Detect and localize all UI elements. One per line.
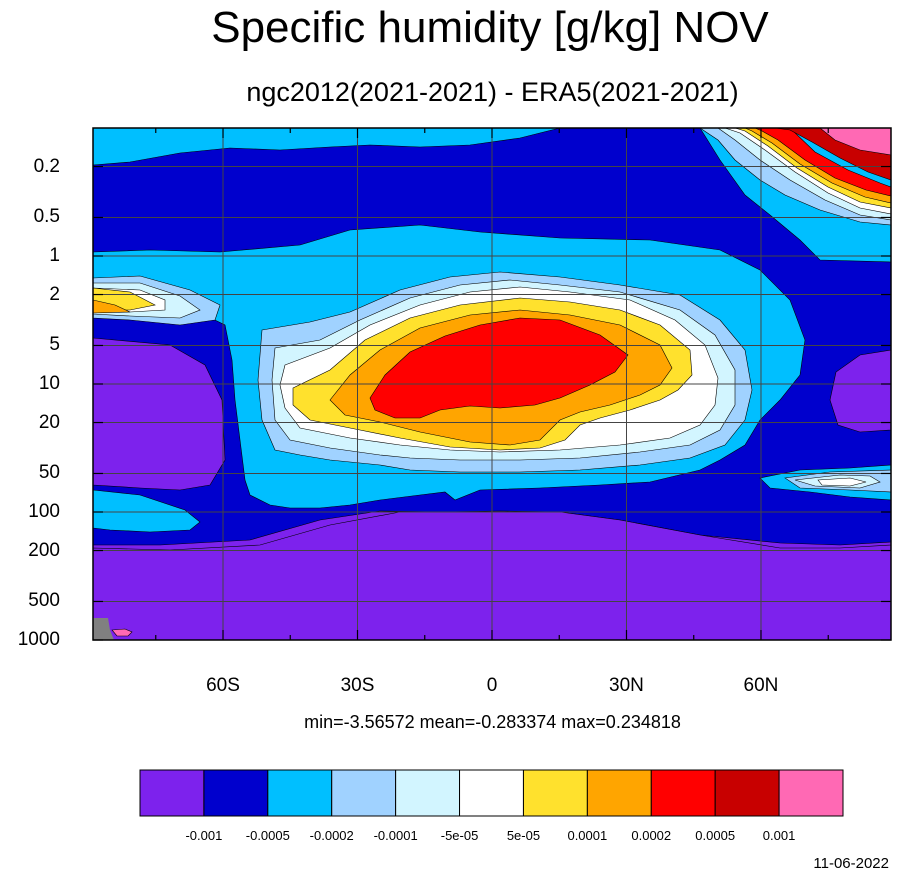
- y-tick-label: 1000: [17, 629, 60, 650]
- colorbar-label: 0.0002: [631, 828, 672, 843]
- colorbar-swatch: [522, 769, 588, 817]
- colorbar-label: -0.0005: [245, 828, 290, 843]
- colorbar-swatch: [203, 769, 269, 817]
- colorbar-swatch: [139, 769, 205, 817]
- y-tick-label: 10: [38, 373, 60, 394]
- x-tick-label: 0: [486, 675, 498, 696]
- y-tick-label: 500: [28, 590, 60, 612]
- y-tick-label: 50: [38, 462, 60, 484]
- y-tick-label: 20: [38, 411, 60, 433]
- missing-data-patch: [93, 618, 114, 640]
- x-tick-label: 30S: [340, 675, 375, 696]
- y-tick-label: 0.2: [33, 155, 60, 177]
- contour-band-light-blue: [93, 489, 201, 533]
- contour-band-pink-small: [111, 628, 133, 637]
- colorbar-label: 0.001: [762, 828, 796, 843]
- colorbar-label: -0.0001: [373, 828, 418, 843]
- y-tick-label: 0.5: [33, 206, 60, 228]
- grid-lines: [93, 128, 891, 641]
- contour-band-orange: [93, 299, 131, 314]
- chart-subtitle: ngc2012(2021-2021) - ERA5(2021-2021): [246, 77, 739, 107]
- x-tick-label: 30N: [609, 675, 644, 696]
- y-tick-label: 200: [28, 539, 60, 561]
- colorbar-swatch: [650, 769, 716, 817]
- contour-band-white: [817, 477, 867, 487]
- x-tick-label: 60N: [743, 675, 779, 696]
- contour-band-purple-patch: [93, 337, 226, 491]
- colorbar-swatch: [267, 769, 333, 817]
- contour-band-red: [754, 128, 891, 197]
- contour-band-purple-patch: [829, 349, 891, 433]
- y-tick-label: 100: [28, 501, 60, 522]
- colorbar: [139, 769, 844, 817]
- y-tick-label: 1: [49, 245, 60, 266]
- colorbar-label: -0.0002: [309, 828, 354, 843]
- colorbar-swatch: [459, 769, 524, 817]
- colorbar-swatch: [778, 769, 844, 817]
- colorbar-label: -0.001: [185, 828, 223, 843]
- colorbar-swatch: [395, 769, 461, 817]
- colorbar-label: 0.0001: [567, 828, 608, 843]
- colorbar-swatch: [586, 769, 652, 817]
- contour-band-pink: [819, 128, 891, 156]
- y-tick-label: 5: [49, 334, 60, 356]
- stats-line: min=-3.56572 mean=-0.283374 max=0.234818: [304, 712, 681, 732]
- y-tick-label: 2: [49, 283, 60, 305]
- date-stamp: 11-06-2022: [813, 855, 889, 872]
- colorbar-label: 5e-05: [506, 828, 541, 843]
- colorbar-label: -5e-05: [440, 828, 479, 843]
- plot-frame: [92, 127, 892, 641]
- contour-band-light-blue: [93, 128, 561, 166]
- chart-title: Specific humidity [g/kg] NOV: [211, 3, 769, 52]
- x-tick-label: 60S: [206, 675, 240, 696]
- colorbar-swatch: [714, 769, 780, 817]
- contour-band-red: [369, 317, 629, 419]
- colorbar-label: 0.0005: [695, 828, 736, 843]
- colorbar-swatch: [331, 769, 397, 817]
